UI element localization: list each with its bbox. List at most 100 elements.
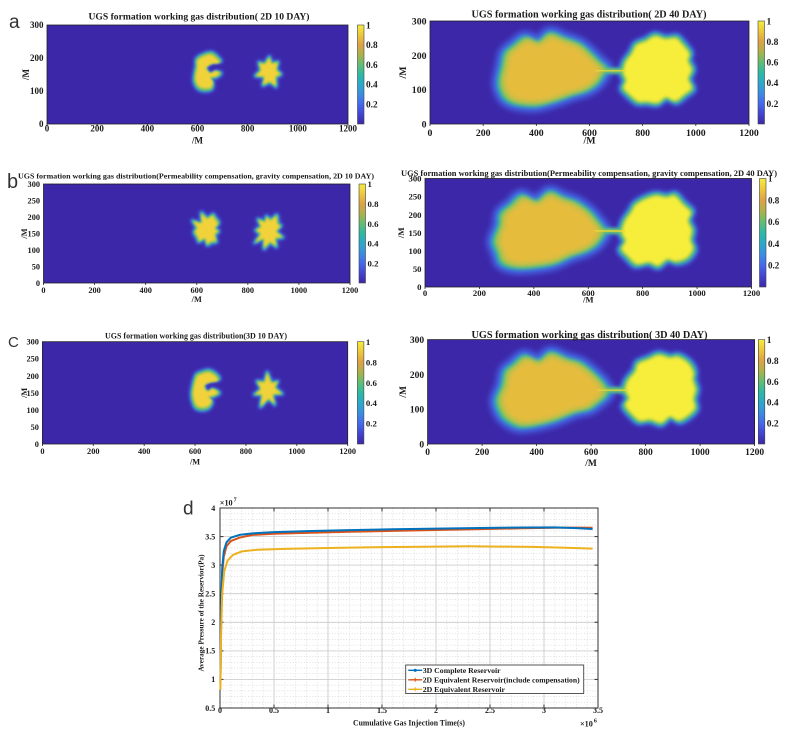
- svg-text:1.5: 1.5: [377, 706, 387, 715]
- svg-text:0.6: 0.6: [368, 219, 380, 229]
- svg-text:UGS formation working gas dist: UGS formation working gas distribution( …: [472, 10, 707, 21]
- svg-text:d: d: [183, 499, 194, 520]
- svg-text:1: 1: [368, 179, 372, 189]
- svg-text:0.2: 0.2: [366, 101, 378, 111]
- svg-text:800: 800: [241, 123, 255, 133]
- svg-text:200: 200: [90, 123, 104, 133]
- svg-text:×10: ×10: [220, 499, 233, 508]
- svg-text:1200: 1200: [739, 128, 759, 139]
- svg-text:100: 100: [410, 406, 425, 416]
- svg-text:7: 7: [234, 498, 237, 504]
- svg-text:/M: /M: [20, 388, 29, 399]
- svg-text:/M: /M: [582, 295, 594, 305]
- svg-text:1200: 1200: [339, 447, 356, 456]
- svg-text:1000: 1000: [289, 123, 308, 133]
- svg-text:1: 1: [366, 337, 370, 347]
- svg-text:0.4: 0.4: [767, 79, 779, 89]
- svg-text:1000: 1000: [686, 128, 706, 139]
- svg-text:0.8: 0.8: [366, 41, 378, 51]
- svg-text:3: 3: [211, 561, 215, 570]
- svg-text:3.5: 3.5: [593, 706, 603, 715]
- svg-text:0: 0: [425, 448, 430, 458]
- svg-text:0: 0: [419, 440, 424, 450]
- svg-text:50: 50: [31, 423, 39, 432]
- svg-text:2: 2: [211, 618, 215, 627]
- svg-text:200: 200: [408, 210, 422, 220]
- svg-text:1000: 1000: [289, 447, 306, 456]
- svg-text:0.4: 0.4: [366, 81, 378, 91]
- svg-text:0.8: 0.8: [767, 357, 779, 367]
- svg-text:250: 250: [408, 192, 422, 202]
- svg-text:0.6: 0.6: [366, 61, 378, 71]
- svg-text:250: 250: [26, 355, 38, 364]
- svg-text:4: 4: [211, 504, 215, 513]
- svg-text:0.4: 0.4: [767, 399, 779, 409]
- svg-text:600: 600: [584, 448, 599, 458]
- svg-text:/M: /M: [398, 67, 409, 80]
- svg-text:100: 100: [30, 86, 44, 96]
- svg-text:0.8: 0.8: [368, 199, 380, 209]
- svg-text:200: 200: [87, 447, 99, 456]
- svg-text:200: 200: [28, 213, 40, 222]
- svg-text:50: 50: [413, 264, 422, 274]
- svg-text:200: 200: [30, 53, 44, 63]
- svg-text:0: 0: [422, 120, 427, 131]
- svg-text:/M: /M: [20, 228, 29, 239]
- svg-text:600: 600: [582, 288, 596, 298]
- svg-text:300: 300: [26, 338, 38, 347]
- svg-text:3: 3: [542, 706, 546, 715]
- svg-text:300: 300: [30, 20, 44, 30]
- svg-text:200: 200: [475, 448, 490, 458]
- svg-text:UGS formation working gas dist: UGS formation working gas distribution( …: [89, 12, 310, 23]
- svg-text:2D Equivalent Reservoir(includ: 2D Equivalent Reservoir(include compensa…: [423, 676, 580, 685]
- svg-text:UGS formation working gas dist: UGS formation working gas distribution(P…: [18, 172, 374, 181]
- svg-text:UGS formation working gas dist: UGS formation working gas distribution( …: [472, 330, 708, 341]
- svg-text:1200: 1200: [745, 448, 764, 458]
- svg-text:6: 6: [594, 719, 597, 725]
- svg-text:600: 600: [191, 123, 205, 133]
- svg-text:1: 1: [767, 336, 772, 346]
- svg-text:600: 600: [582, 128, 597, 139]
- svg-text:0.6: 0.6: [767, 378, 779, 388]
- svg-text:1: 1: [211, 675, 215, 684]
- svg-text:0.6: 0.6: [366, 378, 378, 388]
- svg-text:400: 400: [527, 288, 541, 298]
- svg-text:600: 600: [191, 286, 203, 295]
- svg-text:UGS formation working gas dist: UGS formation working gas distribution(P…: [401, 169, 777, 178]
- svg-text:Cumulative Gas Injection Time(: Cumulative Gas Injection Time(s): [353, 719, 465, 728]
- svg-text:300: 300: [412, 17, 427, 28]
- svg-text:0.6: 0.6: [768, 217, 780, 227]
- svg-text:a: a: [9, 12, 20, 33]
- svg-text:0.2: 0.2: [768, 261, 780, 271]
- svg-text:0.2: 0.2: [767, 100, 779, 110]
- svg-text:/M: /M: [191, 295, 202, 304]
- svg-text:0.8: 0.8: [767, 38, 779, 48]
- svg-text:0: 0: [39, 119, 44, 129]
- svg-text:800: 800: [638, 448, 653, 458]
- svg-text:0: 0: [36, 279, 40, 288]
- svg-text:0.4: 0.4: [366, 398, 378, 408]
- svg-text:1200: 1200: [743, 288, 761, 298]
- svg-text:100: 100: [26, 406, 38, 415]
- svg-text:0: 0: [417, 282, 422, 292]
- svg-text:0: 0: [218, 706, 222, 715]
- svg-text:100: 100: [408, 246, 422, 256]
- svg-text:1: 1: [767, 17, 772, 27]
- svg-text:100: 100: [28, 246, 40, 255]
- svg-text:300: 300: [410, 336, 425, 346]
- svg-text:2.5: 2.5: [485, 706, 495, 715]
- svg-text:200: 200: [410, 371, 425, 381]
- svg-text:800: 800: [635, 128, 650, 139]
- svg-text:200: 200: [412, 51, 427, 62]
- svg-text:/M: /M: [583, 136, 596, 147]
- svg-text:/M: /M: [21, 68, 31, 81]
- svg-text:600: 600: [189, 447, 201, 456]
- svg-text:1: 1: [768, 174, 773, 184]
- svg-text:b: b: [7, 171, 18, 193]
- svg-text:0.8: 0.8: [768, 195, 780, 205]
- svg-text:0.4: 0.4: [368, 239, 380, 249]
- svg-text:0.5: 0.5: [269, 706, 279, 715]
- svg-text:0: 0: [45, 123, 50, 133]
- svg-text:400: 400: [139, 286, 151, 295]
- svg-text:0.4: 0.4: [768, 239, 780, 249]
